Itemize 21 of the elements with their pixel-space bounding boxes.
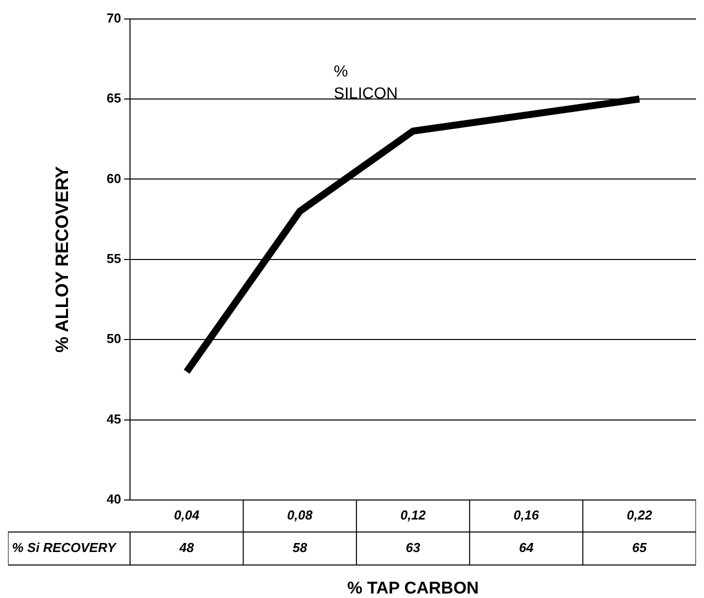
y-tick-label: 45 xyxy=(106,411,122,426)
data-label: 65 xyxy=(632,540,648,556)
y-tick-label: 55 xyxy=(106,250,122,266)
y-tick-label: 50 xyxy=(106,331,122,346)
y-tick-label: 65 xyxy=(106,90,122,106)
data-label: 63 xyxy=(406,540,422,556)
data-label: 64 xyxy=(518,540,534,556)
x-tick-label: 0,12 xyxy=(400,508,426,523)
x-tick-label: 0,08 xyxy=(287,508,314,523)
x-tick-label: 0,16 xyxy=(514,508,540,523)
text: % Si RECOVERY xyxy=(12,540,118,556)
x-axis-title: % TAP CARBON xyxy=(347,578,479,598)
data-label: 58 xyxy=(292,540,308,556)
y-tick-label: 70 xyxy=(106,10,122,26)
data-label: 48 xyxy=(178,540,195,556)
y-axis-title: % ALLOY RECOVERY xyxy=(52,166,72,353)
x-tick-label: 0,04 xyxy=(174,508,200,523)
y-tick-label: 60 xyxy=(106,170,122,186)
x-tick-label: 0,22 xyxy=(626,508,653,523)
annotation: % SILICON xyxy=(334,64,398,103)
y-tick-label: 40 xyxy=(106,492,122,507)
